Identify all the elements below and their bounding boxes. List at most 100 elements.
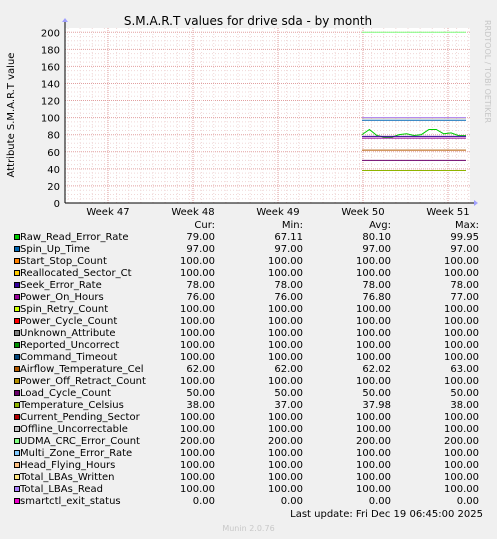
legend-swatch xyxy=(14,246,20,252)
y-tick-label: 60 xyxy=(47,148,60,159)
legend-header-min: Min: xyxy=(281,220,303,231)
legend-swatch xyxy=(14,486,20,492)
legend-series-name: Multi_Zone_Error_Rate xyxy=(20,448,133,459)
legend-value-max: 100.00 xyxy=(444,256,479,267)
legend-value-max: 100.00 xyxy=(444,424,479,435)
legend-value-max: 78.00 xyxy=(450,280,479,291)
legend-value-cur: 100.00 xyxy=(180,376,215,387)
legend-swatch xyxy=(14,354,20,360)
legend-series-name: Spin_Up_Time xyxy=(20,244,90,255)
legend-header-avg: Avg: xyxy=(369,220,391,231)
legend-value-max: 100.00 xyxy=(444,484,479,495)
legend-item: UDMA_CRC_Error_Count 200.00 200.00 200.00 20… xyxy=(0,436,497,448)
munin-version: Munin 2.0.76 xyxy=(222,524,275,533)
legend-item: Offline_Uncorrectable 100.00 100.00 100.00 1… xyxy=(0,424,497,436)
legend-item: Power_On_Hours 76.00 76.00 76.80 77.00 xyxy=(0,292,497,304)
legend-item: Seek_Error_Rate 78.00 78.00 78.00 78.00 xyxy=(0,280,497,292)
chart-title: S.M.A.R.T values for drive sda - by mont… xyxy=(124,14,372,28)
legend-value-cur: 38.00 xyxy=(186,400,215,411)
legend-item: Power_Cycle_Count 100.00 100.00 100.00 100.0… xyxy=(0,316,497,328)
legend-value-avg: 80.10 xyxy=(362,232,391,243)
y-tick-label: 200 xyxy=(41,28,60,39)
legend-value-min: 78.00 xyxy=(274,280,303,291)
legend-series-name: Temperature_Celsius xyxy=(20,400,124,411)
legend-value-avg: 100.00 xyxy=(356,328,391,339)
legend-value-avg: 100.00 xyxy=(356,460,391,471)
legend-swatch xyxy=(14,234,20,240)
legend-swatch xyxy=(14,282,20,288)
legend-item: Current_Pending_Sector 100.00 100.00 100.00… xyxy=(0,412,497,424)
grid xyxy=(65,28,470,204)
legend-value-min: 76.00 xyxy=(274,292,303,303)
legend-value-max: 100.00 xyxy=(444,328,479,339)
legend-header-cur: Cur: xyxy=(194,220,215,231)
legend-item: Head_Flying_Hours 100.00 100.00 100.00 100.0… xyxy=(0,460,497,472)
legend-series-name: Head_Flying_Hours xyxy=(20,460,116,471)
y-tick-labels: 0 20 40 60 80 100 120 140 160 180 200 xyxy=(41,28,60,210)
legend-series-name: Power_On_Hours xyxy=(20,292,104,303)
legend-value-min: 100.00 xyxy=(268,352,303,363)
legend-value-avg: 200.00 xyxy=(356,436,391,447)
legend-value-min: 62.00 xyxy=(274,364,303,375)
legend-item: smartctl_exit_status 0.00 0.00 0.00 0.00 xyxy=(0,496,497,508)
legend-swatch xyxy=(14,366,20,372)
legend-value-avg: 100.00 xyxy=(356,352,391,363)
y-tick-label: 80 xyxy=(47,131,60,142)
legend-item: Load_Cycle_Count 50.00 50.00 50.00 50.00 xyxy=(0,388,497,400)
legend-series-name: Offline_Uncorrectable xyxy=(20,424,128,435)
legend-value-min: 37.00 xyxy=(274,400,303,411)
legend-swatch xyxy=(14,330,20,336)
legend-value-max: 100.00 xyxy=(444,460,479,471)
legend-value-avg: 100.00 xyxy=(356,304,391,315)
legend-series-name: Total_LBAs_Written xyxy=(20,472,115,483)
legend-value-avg: 100.00 xyxy=(356,376,391,387)
legend-swatch xyxy=(14,462,20,468)
legend-swatch xyxy=(14,450,20,456)
x-tick-label: Week 51 xyxy=(426,207,469,218)
legend-value-min: 100.00 xyxy=(268,316,303,327)
legend-series-name: Total_LBAs_Read xyxy=(20,484,103,495)
legend-item: Airflow_Temperature_Cel 62.00 62.00 62.02 63… xyxy=(0,364,497,376)
smart-chart: S.M.A.R.T values for drive sda - by mont… xyxy=(6,14,492,218)
legend-value-cur: 100.00 xyxy=(180,412,215,423)
legend-item: Total_LBAs_Written 100.00 100.00 100.00 100.… xyxy=(0,472,497,484)
legend-value-cur: 100.00 xyxy=(180,460,215,471)
plot-area xyxy=(65,28,470,203)
legend-value-max: 100.00 xyxy=(444,352,479,363)
x-tick-label: Week 50 xyxy=(341,207,384,218)
legend-value-cur: 100.00 xyxy=(180,424,215,435)
legend-value-cur: 78.00 xyxy=(186,280,215,291)
legend-value-cur: 100.00 xyxy=(180,328,215,339)
y-tick-label: 20 xyxy=(47,182,60,193)
legend-item: Spin_Up_Time 97.00 97.00 97.00 97.00 xyxy=(0,244,497,256)
legend-value-cur: 50.00 xyxy=(186,388,215,399)
legend-value-min: 100.00 xyxy=(268,460,303,471)
legend-swatch xyxy=(14,474,20,480)
x-tick-label: Week 47 xyxy=(86,207,129,218)
legend-item: Spin_Retry_Count 100.00 100.00 100.00 100.00 xyxy=(0,304,497,316)
legend-value-max: 100.00 xyxy=(444,268,479,279)
legend-value-max: 100.00 xyxy=(444,376,479,387)
legend-swatch xyxy=(14,390,20,396)
legend-value-max: 38.00 xyxy=(450,400,479,411)
legend-value-avg: 100.00 xyxy=(356,484,391,495)
legend-value-max: 100.00 xyxy=(444,472,479,483)
y-axis-arrow xyxy=(62,18,68,22)
legend-value-avg: 100.00 xyxy=(356,424,391,435)
legend-value-cur: 100.00 xyxy=(180,304,215,315)
legend-series-name: smartctl_exit_status xyxy=(20,496,121,507)
legend-value-max: 97.00 xyxy=(450,244,479,255)
legend-swatch xyxy=(14,498,20,504)
x-axis-arrow xyxy=(474,200,478,206)
legend-value-cur: 200.00 xyxy=(180,436,215,447)
legend-value-cur: 97.00 xyxy=(186,244,215,255)
y-tick-label: 180 xyxy=(41,45,60,56)
legend-value-min: 67.11 xyxy=(274,232,303,243)
legend-value-avg: 50.00 xyxy=(362,388,391,399)
legend-value-min: 100.00 xyxy=(268,412,303,423)
legend-value-avg: 0.00 xyxy=(368,496,391,507)
legend-header: Cur: Min: Avg: Max: xyxy=(0,220,497,232)
legend-value-max: 100.00 xyxy=(444,304,479,315)
y-tick-label: 40 xyxy=(47,165,60,176)
legend-swatch xyxy=(14,378,20,384)
